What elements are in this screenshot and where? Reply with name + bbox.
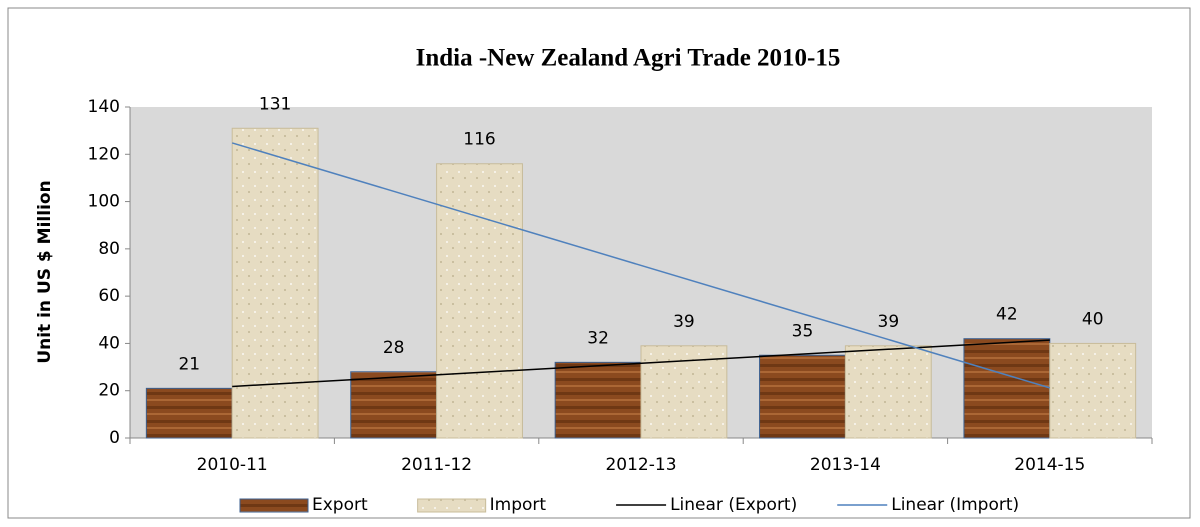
data-label: 131 xyxy=(259,94,291,114)
bar xyxy=(1049,342,1137,439)
legend-label: Linear (Import) xyxy=(891,495,1019,515)
y-tick-label: 140 xyxy=(88,97,120,117)
legend-swatch xyxy=(417,498,487,513)
y-tick-label: 80 xyxy=(98,239,120,259)
y-tick-label: 40 xyxy=(98,333,120,353)
data-label: 42 xyxy=(996,305,1018,325)
bar xyxy=(759,354,846,439)
x-tick-label: 2010-11 xyxy=(197,455,268,475)
legend-swatch xyxy=(239,498,309,513)
data-label: 116 xyxy=(463,130,495,150)
x-tick-label: 2012-13 xyxy=(605,455,676,475)
data-label: 28 xyxy=(383,338,405,358)
legend-label: Linear (Export) xyxy=(670,495,797,515)
bar xyxy=(844,345,932,439)
data-label: 40 xyxy=(1082,309,1104,329)
data-label: 21 xyxy=(178,354,200,374)
legend-label: Export xyxy=(312,495,368,515)
bar xyxy=(231,127,319,439)
y-tick-label: 120 xyxy=(88,144,120,164)
trendline xyxy=(231,142,1051,389)
chart-title: India -New Zealand Agri Trade 2010-15 xyxy=(416,45,841,72)
data-label: 32 xyxy=(587,328,609,348)
y-tick-label: 0 xyxy=(109,428,120,448)
legend-label: Import xyxy=(490,495,547,515)
y-tick-label: 20 xyxy=(98,381,120,401)
data-label: 39 xyxy=(673,312,695,332)
data-label: 35 xyxy=(792,321,814,341)
y-tick-label: 60 xyxy=(98,286,120,306)
bar xyxy=(963,338,1051,439)
x-tick-label: 2011-12 xyxy=(401,455,472,475)
bar xyxy=(554,361,642,439)
bar xyxy=(436,163,523,439)
bar xyxy=(350,371,438,439)
x-tick-label: 2013-14 xyxy=(810,455,881,475)
bar xyxy=(145,387,233,439)
data-label: 39 xyxy=(878,312,900,332)
y-axis-label: Unit in US $ Million xyxy=(35,180,55,363)
y-tick-label: 100 xyxy=(88,192,120,212)
trendline xyxy=(232,339,1050,388)
x-tick-label: 2014-15 xyxy=(1014,455,1085,475)
